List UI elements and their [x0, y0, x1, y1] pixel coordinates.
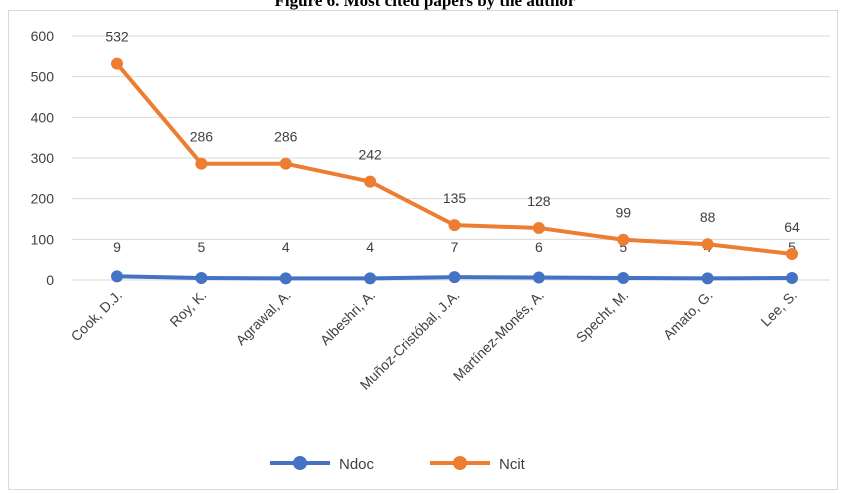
data-label-ndoc: 5 [197, 239, 205, 255]
data-label-ncit: 286 [274, 129, 298, 145]
data-label-ndoc: 9 [113, 239, 121, 255]
y-tick-label: 200 [31, 191, 55, 207]
x-tick-label: Lee, S. [757, 287, 800, 330]
x-tick-label: Amato, G. [660, 287, 716, 343]
data-point-ndoc [532, 271, 545, 284]
data-label-ndoc: 5 [619, 239, 627, 255]
legend-marker-ncit [453, 456, 467, 470]
data-point-ndoc [279, 272, 292, 285]
data-point-ndoc [786, 271, 798, 284]
data-label-ncit: 99 [615, 205, 631, 221]
data-point-ncit [701, 238, 714, 251]
data-point-ncit [532, 221, 545, 234]
data-label-ndoc: 4 [282, 239, 290, 255]
x-tick-label: Roy, K. [166, 287, 209, 330]
data-point-ncit [364, 175, 377, 188]
legend-label-ndoc: Ndoc [339, 456, 375, 473]
legend-marker-ndoc [293, 456, 307, 470]
y-tick-label: 400 [31, 109, 55, 125]
data-label-ncit: 128 [527, 193, 551, 209]
data-label-ncit: 532 [105, 29, 129, 45]
data-label-ndoc: 5 [788, 239, 796, 255]
data-label-ndoc: 6 [535, 239, 543, 255]
chart-title: Figure 6. Most cited papers by the autho… [274, 0, 576, 10]
data-label-ncit: 64 [784, 219, 800, 235]
data-point-ncit [111, 57, 123, 70]
data-point-ncit [279, 157, 292, 170]
data-label-ncit: 286 [190, 129, 214, 145]
data-point-ndoc [617, 271, 630, 284]
data-label-ncit: 242 [358, 147, 382, 163]
x-tick-label: Albeshri, A. [317, 287, 378, 348]
data-label-ndoc: 7 [451, 239, 459, 255]
data-point-ndoc [111, 270, 123, 283]
x-tick-label: Cook, D.J. [68, 287, 126, 345]
data-point-ncit [195, 157, 208, 170]
y-tick-label: 100 [31, 231, 55, 247]
data-point-ndoc [364, 272, 377, 285]
data-point-ndoc [448, 271, 461, 284]
x-tick-label: Agrawal, A. [232, 287, 293, 348]
x-tick-label: Specht, M. [573, 287, 632, 346]
data-label-ncit: 88 [700, 209, 716, 225]
data-point-ncit [448, 219, 461, 232]
data-label-ndoc: 4 [366, 239, 374, 255]
y-tick-label: 500 [31, 69, 55, 85]
data-label-ncit: 135 [443, 190, 467, 206]
chart-frame [8, 10, 838, 490]
x-tick-label: Martínez-Monés, A. [450, 287, 547, 384]
y-tick-label: 0 [46, 272, 54, 288]
legend-label-ncit: Ncit [499, 456, 526, 473]
data-point-ndoc [195, 271, 208, 284]
data-point-ncit [786, 247, 798, 260]
data-point-ncit [617, 233, 630, 246]
data-point-ndoc [701, 272, 714, 285]
y-tick-label: 600 [31, 28, 55, 44]
y-tick-label: 300 [31, 150, 55, 166]
